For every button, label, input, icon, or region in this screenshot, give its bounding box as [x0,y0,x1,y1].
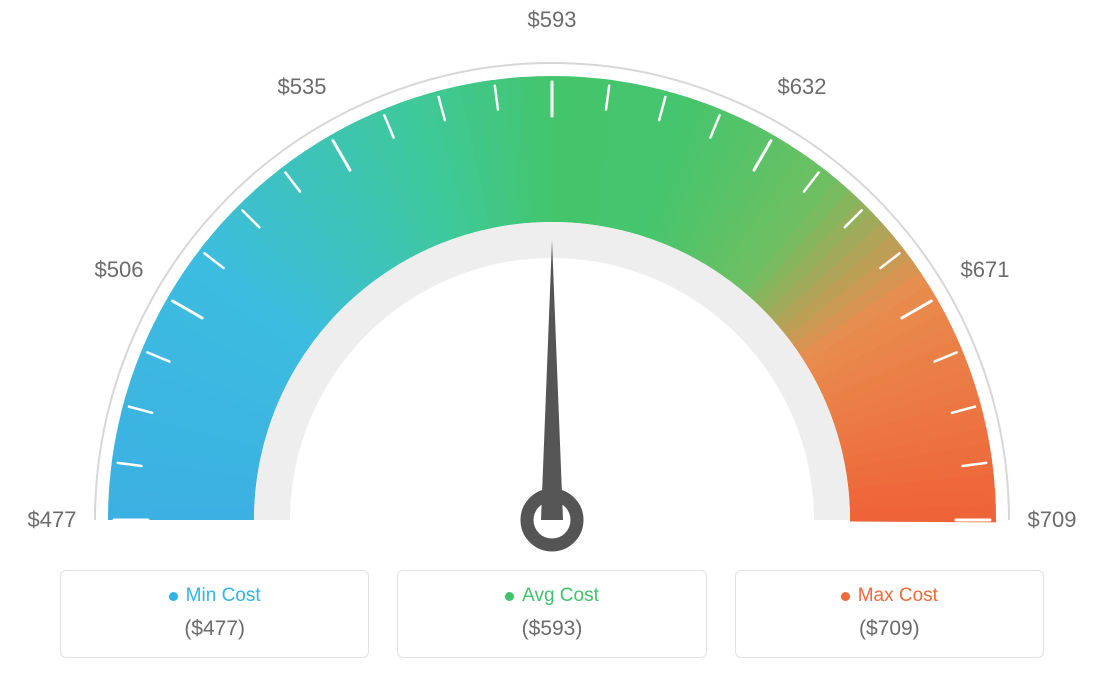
gauge-svg [0,0,1104,560]
tick-label: $632 [778,74,827,100]
legend-title-avg: Avg Cost [505,585,599,607]
needle [541,240,563,520]
gauge-chart: $477 $506 $535 $593 $632 $671 $709 [0,0,1104,560]
legend-title-min: Min Cost [169,585,261,607]
legend-dot-max [841,592,850,601]
tick-label: $671 [961,257,1010,283]
tick-label: $709 [1028,507,1077,533]
legend-dot-min [169,592,178,601]
legend-label-min: Min Cost [186,585,261,607]
legend-card-max: Max Cost ($709) [735,570,1044,658]
legend-value-min: ($477) [71,617,358,641]
legend-value-max: ($709) [746,617,1033,641]
tick-label: $506 [95,257,144,283]
legend-card-min: Min Cost ($477) [60,570,369,658]
legend-label-max: Max Cost [858,585,938,607]
legend-label-avg: Avg Cost [522,585,599,607]
legend-card-avg: Avg Cost ($593) [397,570,706,658]
legend-row: Min Cost ($477) Avg Cost ($593) Max Cost… [0,570,1104,658]
legend-title-max: Max Cost [841,585,938,607]
legend-value-avg: ($593) [408,617,695,641]
tick-label: $593 [528,7,577,33]
tick-label: $477 [28,507,77,533]
legend-dot-avg [505,592,514,601]
tick-label: $535 [278,74,327,100]
